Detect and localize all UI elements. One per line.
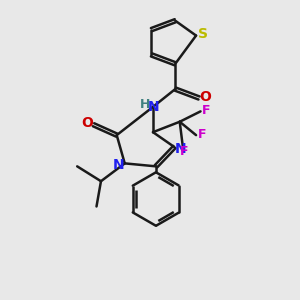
Text: F: F bbox=[198, 128, 206, 141]
Text: O: O bbox=[81, 116, 93, 130]
Text: F: F bbox=[180, 145, 188, 158]
Text: N: N bbox=[148, 100, 159, 115]
Text: F: F bbox=[202, 104, 211, 117]
Text: S: S bbox=[198, 27, 208, 41]
Text: N: N bbox=[112, 158, 124, 172]
Text: H: H bbox=[140, 98, 150, 111]
Text: N: N bbox=[175, 142, 186, 155]
Text: O: O bbox=[200, 90, 211, 104]
